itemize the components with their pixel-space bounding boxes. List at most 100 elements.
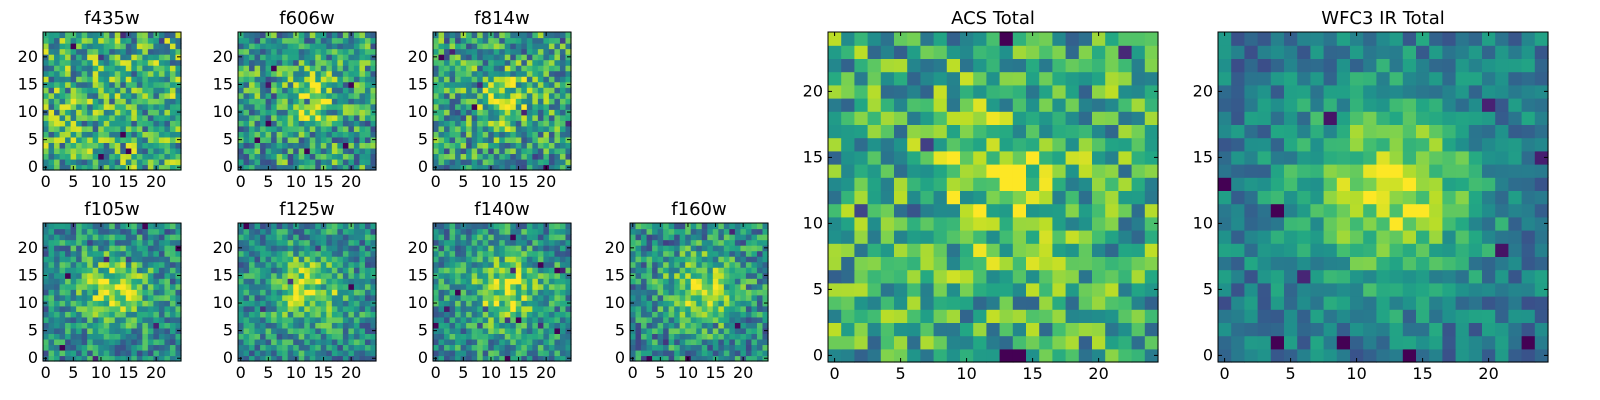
heatmap-cell [238, 267, 245, 274]
heatmap-cell [433, 103, 440, 110]
heatmap-cell [158, 327, 166, 334]
heatmap-cell [254, 65, 261, 72]
heatmap-cell [444, 164, 451, 171]
heatmap-cell [482, 283, 489, 290]
heatmap-cell [433, 311, 440, 318]
heatmap-cell [309, 87, 316, 94]
heatmap-cell [282, 120, 289, 127]
heatmap-cell [59, 294, 66, 301]
heatmap-cell [707, 278, 714, 285]
heatmap-cell [504, 349, 511, 357]
heatmap-cell [337, 81, 344, 88]
heatmap-cell [81, 289, 88, 296]
heatmap-cell [674, 278, 681, 285]
heatmap-cell [460, 37, 467, 44]
x-tick-label: 15 [508, 363, 528, 382]
heatmap-cell [142, 43, 149, 50]
heatmap-cell [293, 142, 300, 149]
heatmap-cell [315, 250, 322, 257]
heatmap-cell [444, 136, 451, 143]
heatmap-cell [679, 278, 686, 285]
heatmap-cell [326, 65, 333, 72]
heatmap-cell [158, 70, 166, 77]
heatmap-cell [696, 283, 703, 290]
heatmap-cell [298, 70, 305, 77]
heatmap-cell [169, 289, 177, 296]
heatmap-cell [76, 76, 83, 83]
heatmap-cell [271, 272, 278, 279]
heatmap-cell [707, 327, 714, 334]
heatmap-cell [933, 190, 948, 205]
heatmap-cell [521, 333, 528, 340]
heatmap-cell [894, 335, 908, 350]
heatmap-cell [449, 98, 456, 105]
heatmap-cell [674, 300, 681, 307]
heatmap-cell [238, 98, 245, 105]
heatmap-cell [276, 158, 283, 166]
heatmap-cell [559, 65, 567, 72]
heatmap-cell [1052, 243, 1067, 257]
heatmap-cell [81, 267, 88, 274]
heatmap-cell [532, 87, 539, 94]
heatmap-cell [657, 283, 664, 290]
heatmap-cell [543, 43, 550, 50]
heatmap-cell [76, 305, 83, 312]
heatmap-cell [276, 153, 283, 160]
heatmap-cell [353, 322, 361, 329]
heatmap-cell [488, 76, 495, 83]
heatmap-cell [59, 125, 66, 132]
heatmap-cell [364, 87, 372, 94]
heatmap-cell [54, 316, 61, 323]
heatmap-cell [164, 70, 171, 77]
heatmap-cell [87, 76, 94, 83]
heatmap-cell [125, 283, 132, 290]
heatmap-cell [76, 228, 83, 235]
heatmap-cell [854, 164, 869, 178]
heatmap-cell [1052, 190, 1067, 205]
heatmap-cell [537, 327, 544, 334]
heatmap-cell [249, 81, 256, 88]
heatmap-cell [76, 278, 83, 285]
heatmap-cell [641, 338, 648, 346]
heatmap-cell [282, 158, 289, 166]
heatmap-cell [109, 81, 116, 88]
heatmap-cell [521, 355, 528, 362]
heatmap-cell [353, 54, 361, 61]
heatmap-cell [740, 327, 747, 334]
heatmap-cell [114, 245, 121, 252]
heatmap-cell [54, 327, 61, 334]
heatmap-cell [76, 70, 83, 77]
heatmap-cell [685, 261, 692, 268]
heatmap-cell [565, 223, 572, 230]
heatmap-cell [109, 54, 116, 61]
heatmap-cell [169, 87, 177, 94]
heatmap-cell [287, 272, 294, 279]
heatmap-cell [471, 37, 478, 44]
heatmap-cell [175, 70, 182, 77]
heatmap-cell [894, 256, 908, 271]
heatmap-cell [287, 153, 294, 160]
heatmap-cell [455, 250, 462, 257]
heatmap-cell [449, 228, 456, 235]
heatmap-cell [630, 305, 637, 312]
heatmap-cell [521, 48, 528, 55]
heatmap-cell [510, 147, 517, 155]
heatmap-cell [880, 230, 895, 244]
heatmap-cell [548, 142, 556, 149]
heatmap-cell [48, 48, 55, 55]
heatmap-cell [504, 153, 511, 160]
heatmap-cell [504, 272, 511, 279]
heatmap-cell [320, 59, 327, 66]
heatmap-cell [1012, 164, 1027, 178]
heatmap-cell [466, 70, 473, 77]
heatmap-cell [652, 234, 659, 241]
heatmap-cell [907, 216, 921, 231]
heatmap-cell [455, 344, 462, 351]
heatmap-cell [515, 316, 522, 323]
heatmap-cell [147, 43, 154, 50]
heatmap-cell [315, 164, 322, 171]
heatmap-cell [488, 120, 495, 127]
heatmap-cell [48, 322, 55, 329]
heatmap-cell [287, 48, 294, 55]
heatmap-cell [867, 203, 882, 218]
